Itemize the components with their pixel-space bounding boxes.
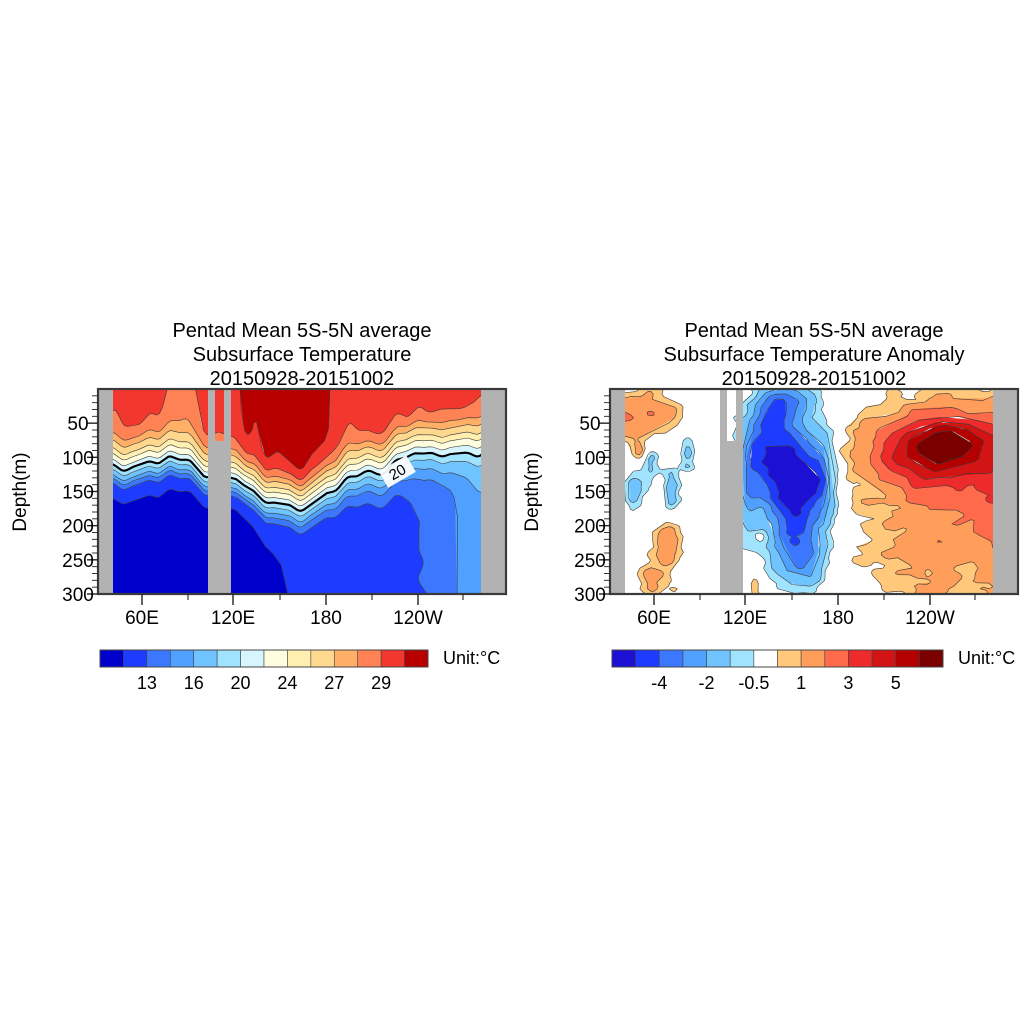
svg-text:100: 100 — [62, 448, 94, 469]
svg-text:250: 250 — [574, 551, 606, 572]
svg-text:200: 200 — [62, 517, 94, 538]
svg-text:-0.5: -0.5 — [738, 673, 769, 693]
svg-text:120W: 120W — [905, 608, 955, 629]
svg-text:29: 29 — [371, 673, 391, 693]
svg-text:150: 150 — [574, 483, 606, 504]
svg-text:300: 300 — [62, 585, 94, 606]
svg-text:120E: 120E — [211, 608, 255, 629]
svg-text:5: 5 — [891, 673, 901, 693]
svg-text:Unit:°C: Unit:°C — [958, 648, 1015, 668]
svg-text:180: 180 — [822, 608, 854, 629]
svg-text:50: 50 — [579, 414, 600, 435]
svg-text:Subsurface Temperature: Subsurface Temperature — [193, 344, 412, 366]
svg-text:24: 24 — [277, 673, 297, 693]
svg-text:-4: -4 — [651, 673, 667, 693]
svg-text:250: 250 — [62, 551, 94, 572]
svg-text:150: 150 — [62, 483, 94, 504]
svg-text:100: 100 — [574, 448, 606, 469]
svg-text:200: 200 — [574, 517, 606, 538]
svg-text:-2: -2 — [699, 673, 715, 693]
svg-text:27: 27 — [324, 673, 344, 693]
svg-text:1: 1 — [796, 673, 806, 693]
svg-text:Depth(m): Depth(m) — [522, 452, 543, 531]
svg-text:50: 50 — [67, 414, 88, 435]
svg-text:120W: 120W — [393, 608, 443, 629]
svg-text:16: 16 — [184, 673, 204, 693]
svg-text:20150928-20151002: 20150928-20151002 — [210, 368, 395, 390]
svg-text:Unit:°C: Unit:°C — [443, 648, 500, 668]
svg-text:300: 300 — [574, 585, 606, 606]
svg-text:60E: 60E — [125, 608, 159, 629]
svg-text:120E: 120E — [723, 608, 767, 629]
svg-text:Subsurface Temperature Anomaly: Subsurface Temperature Anomaly — [664, 344, 965, 366]
svg-text:180: 180 — [310, 608, 342, 629]
svg-text:20150928-20151002: 20150928-20151002 — [722, 368, 907, 390]
svg-text:Pentad Mean 5S-5N average: Pentad Mean 5S-5N average — [172, 320, 431, 342]
svg-text:13: 13 — [137, 673, 157, 693]
svg-text:3: 3 — [843, 673, 853, 693]
svg-text:Pentad Mean 5S-5N average: Pentad Mean 5S-5N average — [684, 320, 943, 342]
svg-text:20: 20 — [231, 673, 251, 693]
svg-text:Depth(m): Depth(m) — [10, 452, 31, 531]
svg-text:60E: 60E — [637, 608, 671, 629]
